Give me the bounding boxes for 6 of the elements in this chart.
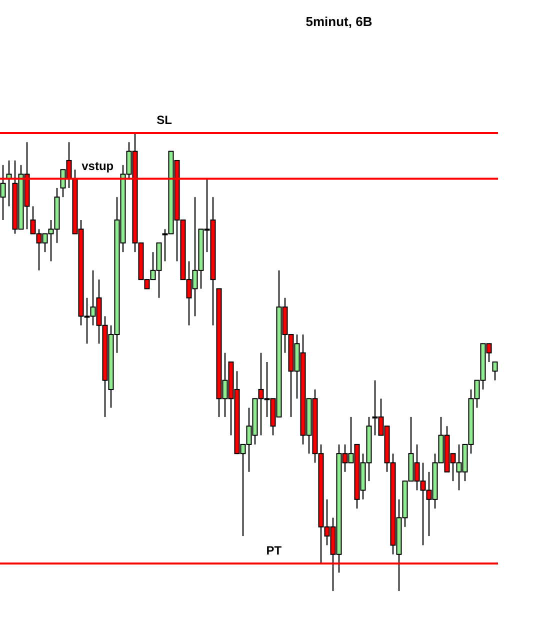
chart-title: 5minut, 6B (304, 14, 374, 29)
ref-line-label: PT (266, 544, 282, 558)
candlestick (492, 361, 498, 381)
candlestick (0, 164, 6, 221)
ref-line-label: SL (156, 113, 172, 127)
ref-line-label: vstup (82, 158, 114, 173)
